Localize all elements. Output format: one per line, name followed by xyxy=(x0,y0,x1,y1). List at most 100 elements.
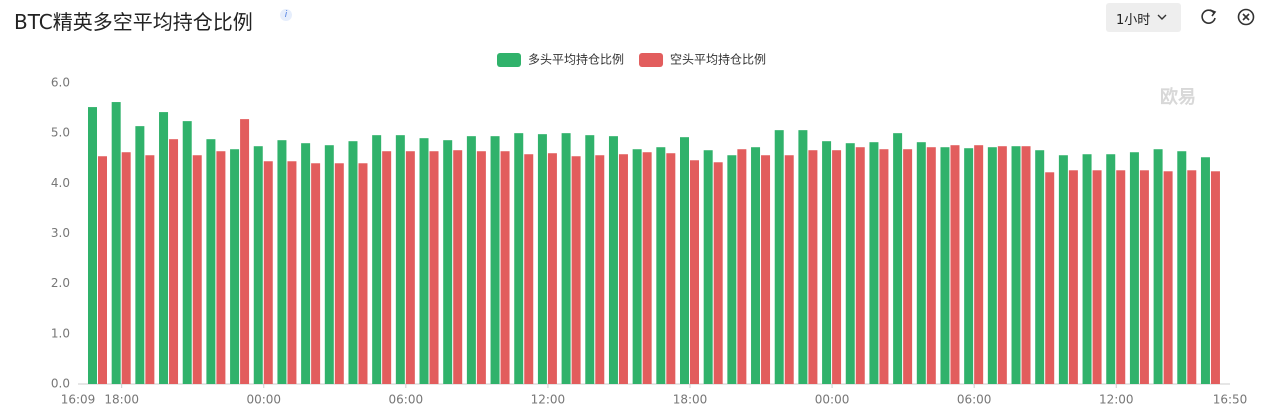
refresh-button[interactable] xyxy=(1199,7,1219,27)
bar xyxy=(737,149,747,384)
bar xyxy=(1200,157,1210,384)
bar xyxy=(571,156,581,384)
bar xyxy=(774,130,784,384)
bar xyxy=(490,136,500,384)
bar xyxy=(1068,170,1078,384)
bar xyxy=(1116,170,1126,384)
x-tick-label: 18:00 xyxy=(673,393,708,407)
bar xyxy=(1058,155,1068,384)
bar xyxy=(395,135,405,384)
y-tick-label: 2.0 xyxy=(51,276,70,290)
bar xyxy=(514,133,524,384)
bar xyxy=(372,135,382,384)
legend-label: 空头平均持仓比例 xyxy=(670,52,766,67)
x-tick-label: 00:00 xyxy=(246,393,281,407)
bar xyxy=(145,155,155,384)
interval-dropdown[interactable]: 1小时 xyxy=(1106,3,1181,32)
bar xyxy=(940,147,950,384)
x-tick-label: 18:00 xyxy=(104,393,139,407)
bar xyxy=(358,163,368,384)
bar xyxy=(926,147,936,384)
y-tick-label: 0.0 xyxy=(51,377,70,391)
legend-swatch xyxy=(639,53,664,67)
bar xyxy=(1106,154,1116,384)
bar xyxy=(524,154,534,384)
bar xyxy=(301,143,311,384)
bar xyxy=(443,140,453,384)
bar xyxy=(916,142,926,384)
bar xyxy=(618,154,628,384)
bar xyxy=(690,160,699,384)
bar xyxy=(453,150,463,384)
bar xyxy=(405,151,415,384)
bar xyxy=(429,151,439,384)
x-tick-label: 12:00 xyxy=(1099,393,1134,407)
bar xyxy=(253,146,263,384)
x-tick-label: 06:00 xyxy=(389,393,424,407)
bar xyxy=(1210,171,1220,384)
bar xyxy=(893,133,903,384)
bar xyxy=(561,133,571,384)
bar xyxy=(974,145,984,384)
bar xyxy=(382,151,392,384)
bar xyxy=(192,155,202,384)
x-tick-label: 00:00 xyxy=(815,393,850,407)
x-tick-label: 12:00 xyxy=(531,393,566,407)
info-icon[interactable]: i xyxy=(280,9,292,21)
bar xyxy=(964,148,974,384)
close-button[interactable] xyxy=(1236,7,1256,27)
bar xyxy=(500,151,510,384)
bar xyxy=(1035,150,1045,384)
bar xyxy=(751,147,761,384)
bar xyxy=(656,147,666,384)
bar xyxy=(230,149,240,384)
y-tick-label: 4.0 xyxy=(51,176,70,190)
bar xyxy=(1129,152,1139,384)
bar xyxy=(1045,172,1055,384)
bar xyxy=(206,139,216,384)
bar xyxy=(476,151,486,384)
bar xyxy=(595,155,605,384)
y-tick-label: 6.0 xyxy=(51,76,70,90)
bar xyxy=(666,153,676,384)
bar xyxy=(169,139,179,384)
bar xyxy=(950,145,960,384)
x-range-label: 16:50 xyxy=(1213,393,1248,407)
bar xyxy=(159,112,169,384)
bar xyxy=(98,156,107,384)
bar xyxy=(585,135,595,384)
bar xyxy=(1011,146,1021,384)
legend-label: 多头平均持仓比例 xyxy=(528,52,624,67)
bar xyxy=(680,137,689,384)
bar xyxy=(845,143,855,384)
bar xyxy=(1153,149,1163,384)
bar xyxy=(1021,146,1031,384)
bar xyxy=(608,136,618,384)
bar xyxy=(703,150,713,384)
bar xyxy=(277,140,287,384)
bar xyxy=(879,149,889,384)
bar xyxy=(547,153,557,384)
bar xyxy=(537,134,547,384)
bar xyxy=(240,119,250,385)
bar xyxy=(263,161,273,384)
bar xyxy=(784,155,794,384)
bar xyxy=(832,150,842,384)
bar xyxy=(419,138,429,384)
page-title: BTC精英多空平均持仓比例 xyxy=(14,10,253,34)
bar xyxy=(822,141,832,384)
bar xyxy=(987,147,997,384)
bar xyxy=(348,141,358,384)
bar xyxy=(324,145,334,384)
bar xyxy=(287,161,297,384)
x-range-label: 16:09 xyxy=(61,393,96,407)
chevron xyxy=(1157,14,1167,20)
bar xyxy=(1187,170,1197,384)
bar xyxy=(855,147,865,384)
bar xyxy=(111,102,121,385)
bar xyxy=(216,151,226,384)
bar xyxy=(903,149,913,384)
y-tick-label: 5.0 xyxy=(51,126,70,140)
